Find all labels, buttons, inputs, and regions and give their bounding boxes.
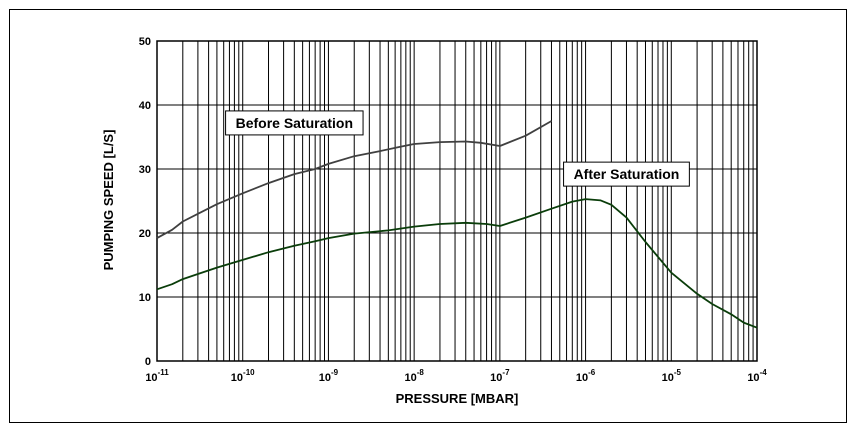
annotations: Before Saturation After Saturation [225, 110, 690, 187]
chart-frame [9, 9, 847, 423]
annotation-box [225, 110, 364, 136]
y-tick-label: 20 [139, 228, 151, 240]
annotation-label: Before Saturation [236, 115, 353, 131]
x-tick-label: 10-6 [576, 368, 596, 384]
annotation-after-saturation: After Saturation [563, 161, 690, 187]
series-line-before-saturation [156, 120, 552, 239]
plot-border [156, 40, 758, 362]
y-tick-label: 10 [139, 292, 151, 304]
x-tick-label: 10-11 [145, 368, 169, 384]
x-tick-label: 10-5 [662, 368, 682, 384]
y-tick-label: 50 [139, 36, 151, 48]
x-tick-label: 10-8 [404, 368, 424, 384]
series-lines [156, 120, 758, 329]
x-tick-label: 10-9 [319, 368, 339, 384]
x-tick-label: 10-10 [231, 368, 255, 384]
x-tick-label: 10-4 [747, 368, 767, 384]
grid [156, 40, 758, 362]
annotation-before-saturation: Before Saturation [225, 110, 364, 136]
annotation-label: After Saturation [574, 166, 680, 182]
series-line-after-saturation [156, 198, 758, 329]
tick-labels: 0 10 20 30 40 50 10-11 10-10 10-9 10-8 10-7 10-6 10-… [139, 36, 767, 384]
annotation-box [563, 161, 690, 187]
y-tick-label: 40 [139, 100, 151, 112]
x-axis-label: PRESSURE [MBAR] [396, 391, 519, 406]
x-tick-label: 10-7 [490, 368, 510, 384]
y-axis-label: PUMPING SPEED [L/S] [101, 130, 116, 271]
y-tick-label: 30 [139, 164, 151, 176]
y-tick-label: 0 [145, 356, 151, 368]
